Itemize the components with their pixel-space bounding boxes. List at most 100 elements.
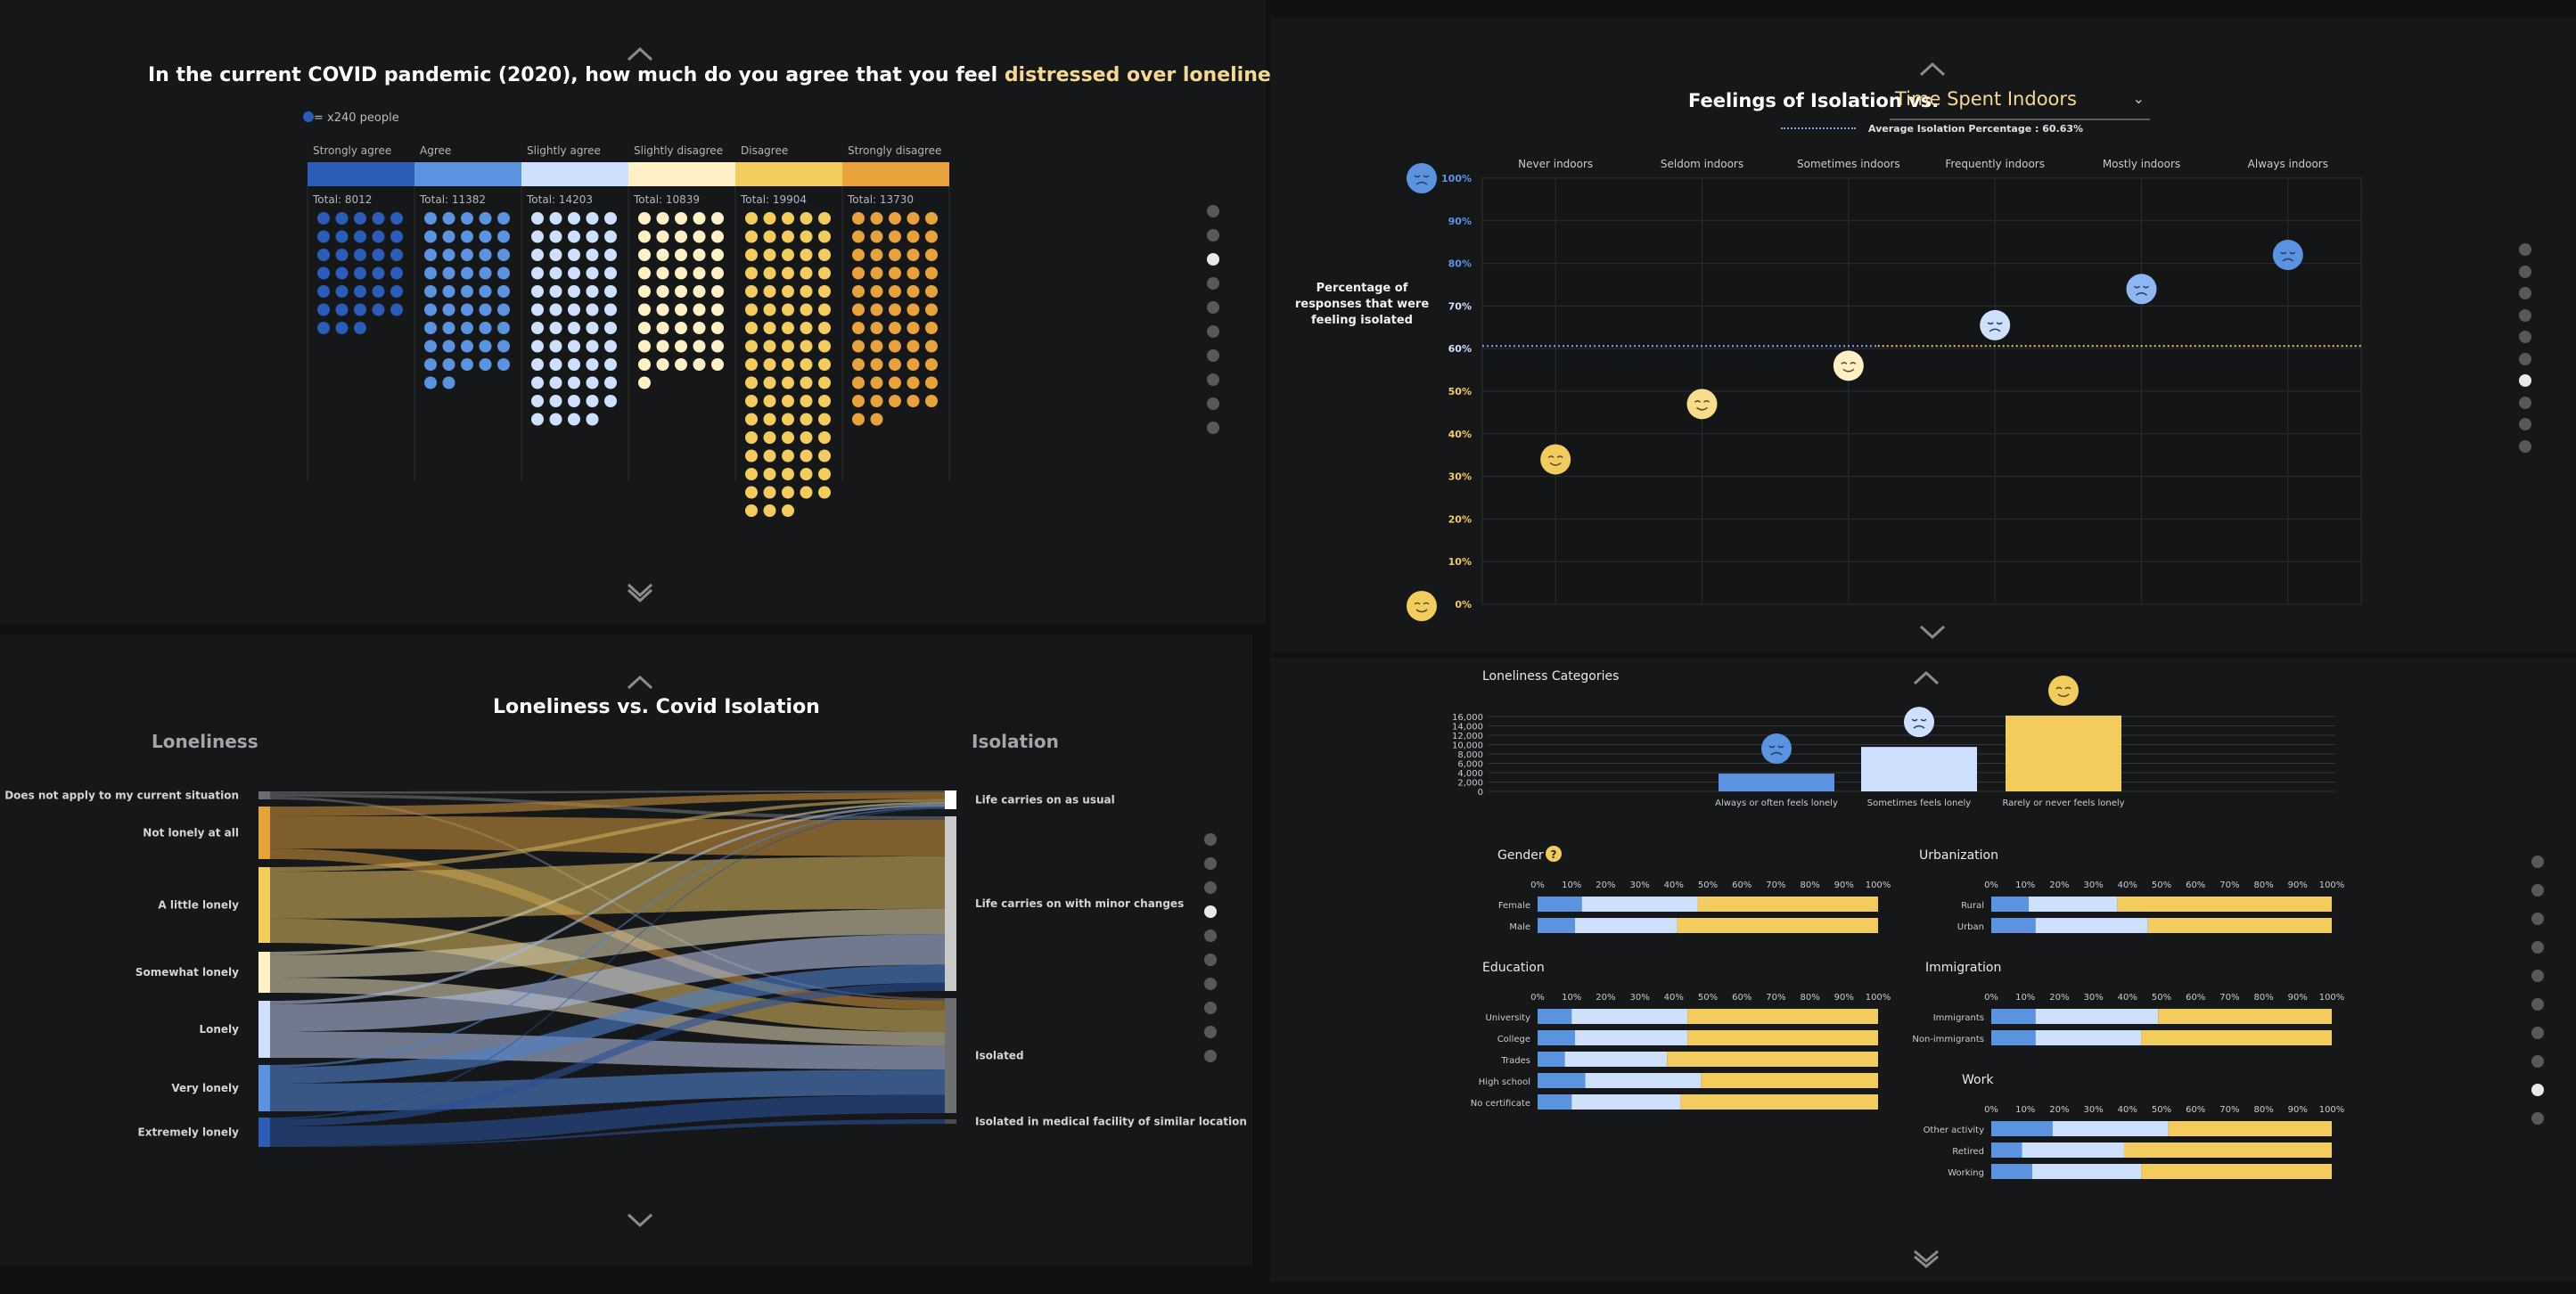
person-dot xyxy=(745,449,758,463)
pct-tick: 30% xyxy=(2083,1105,2103,1115)
person-dot xyxy=(800,376,813,389)
nav-dot[interactable] xyxy=(1204,930,1217,942)
nav-dot[interactable] xyxy=(2519,243,2531,256)
nav-dot[interactable] xyxy=(1204,1002,1217,1014)
nav-dot[interactable] xyxy=(2519,265,2531,278)
nav-dot[interactable] xyxy=(2531,998,2544,1011)
person-dot xyxy=(354,266,366,280)
column-header-bar xyxy=(308,162,414,186)
stacked-segment xyxy=(1701,1073,1878,1088)
y-tick-label: 2,000 xyxy=(1457,779,1483,789)
person-dot xyxy=(354,230,366,243)
nav-dot[interactable] xyxy=(2519,352,2531,365)
person-dot xyxy=(568,358,580,371)
pct-tick: 0% xyxy=(1530,993,1545,1003)
person-dot xyxy=(800,340,813,353)
person-dot xyxy=(907,249,920,261)
nav-dot[interactable] xyxy=(1207,373,1219,386)
panel1-nav-dots xyxy=(1207,205,1219,437)
nav-dot[interactable] xyxy=(2519,287,2531,299)
nav-dot[interactable] xyxy=(2531,1055,2544,1068)
person-dot xyxy=(763,212,776,225)
person-dot xyxy=(549,395,562,407)
data-point-face xyxy=(2126,274,2157,305)
stacked-segment xyxy=(2031,1164,2142,1179)
nav-dot[interactable] xyxy=(2531,913,2544,925)
person-dot xyxy=(549,303,562,316)
nav-dot[interactable] xyxy=(2519,331,2531,343)
nav-dot[interactable] xyxy=(1207,253,1219,266)
nav-dot[interactable] xyxy=(1207,422,1219,434)
person-dot xyxy=(568,266,580,280)
nav-dot[interactable] xyxy=(1207,205,1219,217)
nav-dot[interactable] xyxy=(2531,1112,2544,1125)
person-dot xyxy=(531,249,544,261)
person-dot xyxy=(497,266,510,280)
nav-dot[interactable] xyxy=(2531,970,2544,982)
scroll-up-chevron-icon[interactable] xyxy=(1906,664,1947,691)
person-dot xyxy=(693,230,706,243)
person-dot xyxy=(870,266,883,280)
nav-dot[interactable] xyxy=(2519,374,2531,387)
nav-dot[interactable] xyxy=(1204,1026,1217,1038)
data-point-face xyxy=(1833,350,1864,381)
person-dot xyxy=(497,230,510,243)
nav-dot[interactable] xyxy=(2531,884,2544,897)
left-node-label: Lonely xyxy=(199,1023,239,1036)
nav-dot[interactable] xyxy=(1207,349,1219,362)
nav-dot[interactable] xyxy=(2531,1084,2544,1096)
nav-dot[interactable] xyxy=(2519,418,2531,430)
nav-dot[interactable] xyxy=(1207,277,1219,290)
scroll-up-chevron-icon[interactable] xyxy=(619,668,660,695)
person-dot xyxy=(763,303,776,316)
person-dot xyxy=(711,285,724,298)
nav-dot[interactable] xyxy=(2531,1027,2544,1039)
person-dot xyxy=(818,230,831,243)
left-node-label: Somewhat lonely xyxy=(135,966,239,979)
person-dot xyxy=(656,212,669,225)
left-node xyxy=(258,791,270,799)
nav-dot[interactable] xyxy=(1204,978,1217,990)
scroll-down-chevron-icon[interactable] xyxy=(1906,1246,1947,1273)
person-dot xyxy=(461,212,473,225)
person-dot xyxy=(782,212,794,225)
nav-dot[interactable] xyxy=(1204,954,1217,966)
row-label: University xyxy=(1486,1013,1531,1023)
person-dot xyxy=(745,285,758,298)
nav-dot[interactable] xyxy=(1207,301,1219,314)
nav-dot[interactable] xyxy=(1207,229,1219,242)
stacked-segment xyxy=(1564,1052,1668,1067)
nav-dot[interactable] xyxy=(1204,1050,1217,1062)
pct-tick: 10% xyxy=(2015,1105,2035,1115)
nav-dot[interactable] xyxy=(2519,308,2531,322)
scroll-up-chevron-icon[interactable] xyxy=(619,40,660,67)
scroll-down-chevron-icon[interactable] xyxy=(619,577,660,604)
nav-dot[interactable] xyxy=(1204,881,1217,894)
person-dot xyxy=(442,303,455,316)
nav-dot[interactable] xyxy=(2519,439,2531,453)
scroll-down-chevron-icon[interactable] xyxy=(1912,619,1953,646)
scroll-down-chevron-icon[interactable] xyxy=(619,1208,660,1234)
nav-dot[interactable] xyxy=(1204,857,1217,870)
category-face xyxy=(2048,675,2079,706)
indoors-dropdown[interactable]: Time Spent Indoors ⌄ xyxy=(1890,86,2150,120)
scroll-up-chevron-icon[interactable] xyxy=(1912,55,1953,82)
nav-dot[interactable] xyxy=(1204,833,1217,846)
person-dot xyxy=(568,376,580,389)
person-dot xyxy=(335,266,349,280)
nav-dot[interactable] xyxy=(1204,905,1217,918)
pct-tick: 60% xyxy=(2186,1105,2205,1115)
person-dot xyxy=(782,340,794,353)
pct-tick: 80% xyxy=(2253,993,2273,1003)
nav-dot[interactable] xyxy=(1207,397,1219,410)
nav-dot[interactable] xyxy=(2531,941,2544,954)
nav-dot[interactable] xyxy=(2519,396,2531,409)
face-features xyxy=(1911,718,1927,729)
indoors-dropdown-value: Time Spent Indoors xyxy=(1895,88,2077,110)
person-dot xyxy=(907,395,920,407)
nav-dot[interactable] xyxy=(1207,325,1219,338)
nav-dot[interactable] xyxy=(2531,856,2544,868)
person-dot xyxy=(656,358,669,371)
person-dot xyxy=(568,212,580,225)
y-tick-label: 0 xyxy=(1478,788,1483,798)
